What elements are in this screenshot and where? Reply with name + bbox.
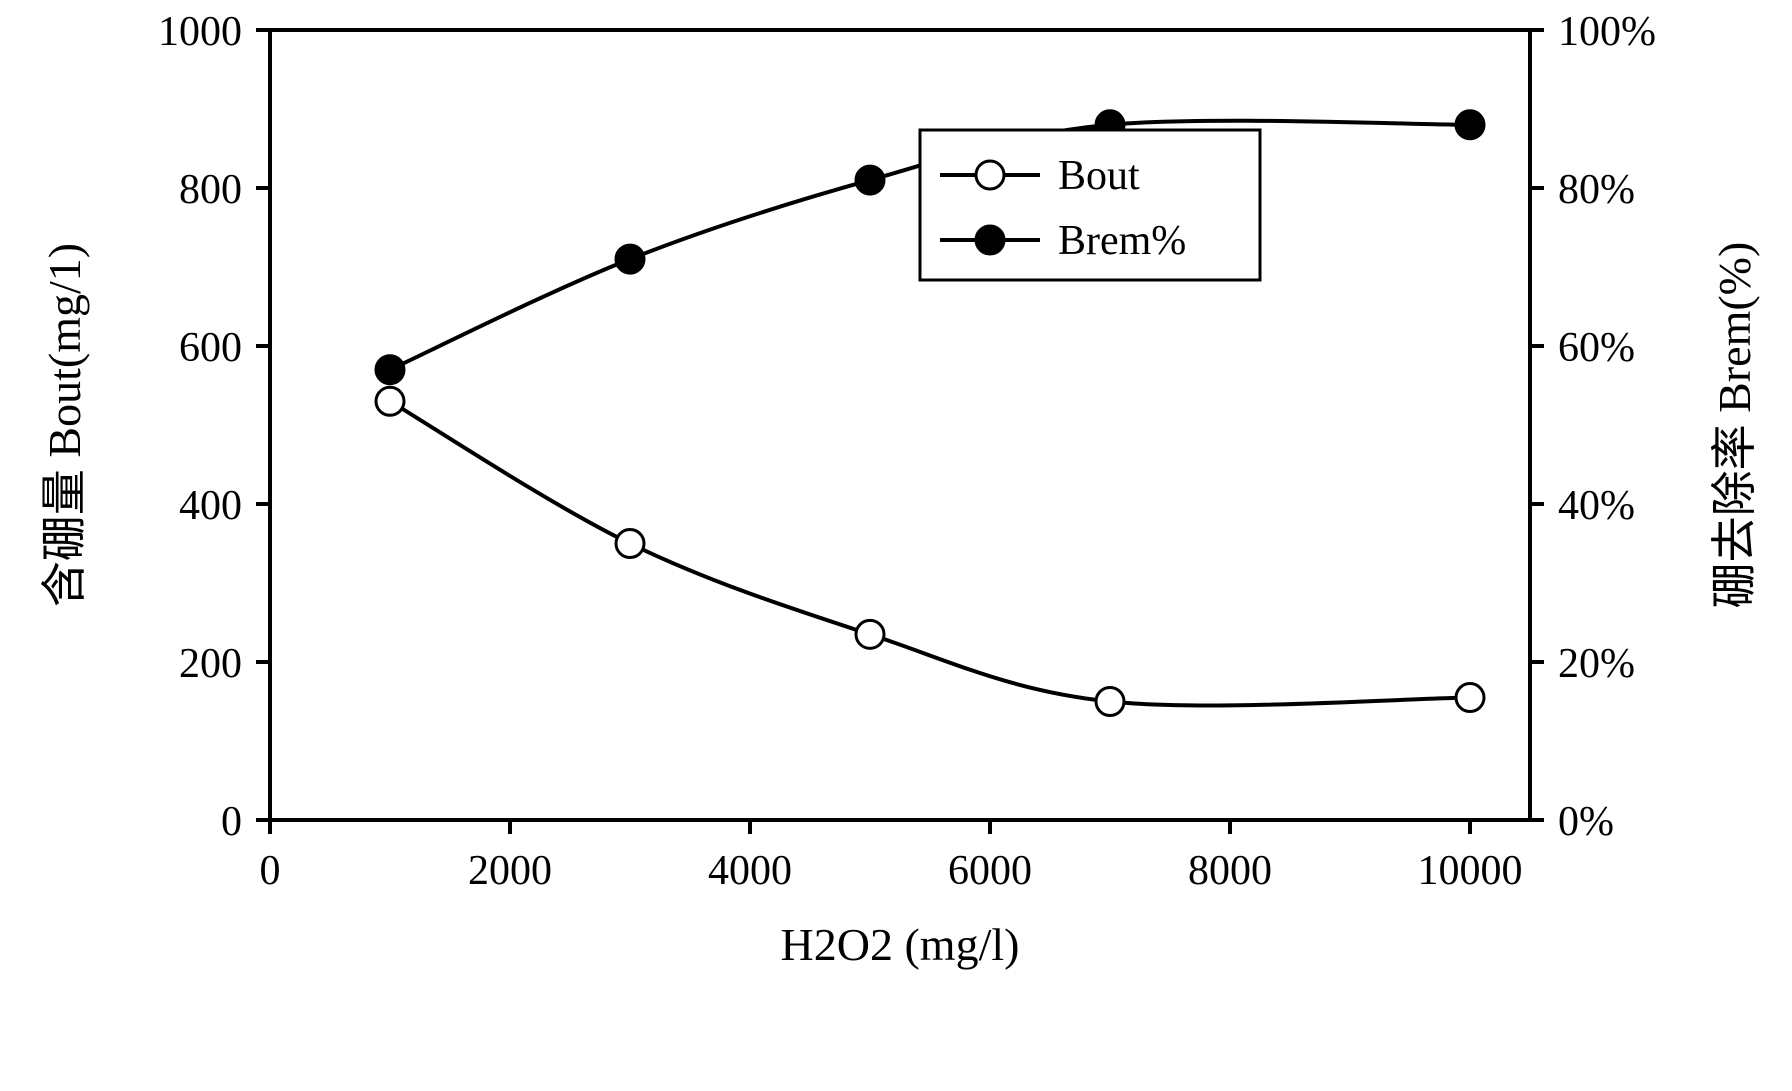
series-marker-brem — [616, 245, 644, 273]
y-left-tick-label: 1000 — [158, 9, 242, 55]
y-left-tick-label: 400 — [179, 483, 242, 529]
series-marker-brem — [1456, 111, 1484, 139]
y-right-tick-label: 20% — [1558, 641, 1635, 687]
legend-marker-icon — [976, 161, 1004, 189]
series-marker-bout — [376, 387, 404, 415]
series-marker-bout — [616, 530, 644, 558]
x-tick-label: 4000 — [708, 848, 792, 894]
chart-svg: 0 2000 4000 6000 8000 10000 0 200 400 600 800 1000 0… — [0, 0, 1792, 1091]
series-marker-bout — [1096, 688, 1124, 716]
legend-label: Brem% — [1058, 218, 1186, 264]
legend-label: Bout — [1058, 153, 1140, 199]
series-marker-bout — [1456, 684, 1484, 712]
y-right-tick-label: 80% — [1558, 167, 1635, 213]
y-left-tick-label: 200 — [179, 641, 242, 687]
y-right-tick-label: 60% — [1558, 325, 1635, 371]
series-marker-brem — [856, 166, 884, 194]
y-left-axis-label: 含硼量 Bout(mg/1) — [39, 243, 90, 607]
x-tick-label: 8000 — [1188, 848, 1272, 894]
y-left-tick-label: 600 — [179, 325, 242, 371]
x-tick-label: 0 — [260, 848, 281, 894]
x-tick-label: 6000 — [948, 848, 1032, 894]
y-left-tick-label: 800 — [179, 167, 242, 213]
series-marker-brem — [376, 356, 404, 384]
y-right-tick-label: 40% — [1558, 483, 1635, 529]
y-right-tick-label: 100% — [1558, 9, 1656, 55]
x-tick-label: 10000 — [1418, 848, 1523, 894]
x-tick-label: 2000 — [468, 848, 552, 894]
y-left-tick-label: 0 — [221, 799, 242, 845]
legend-marker-icon — [976, 226, 1004, 254]
x-axis-label: H2O2 (mg/l) — [781, 919, 1020, 970]
y-right-tick-label: 0% — [1558, 799, 1614, 845]
y-right-axis-label: 硼去除率 Brem(%) — [1709, 242, 1760, 609]
chart-container: 0 2000 4000 6000 8000 10000 0 200 400 600 800 1000 0… — [0, 0, 1792, 1091]
series-marker-bout — [856, 620, 884, 648]
